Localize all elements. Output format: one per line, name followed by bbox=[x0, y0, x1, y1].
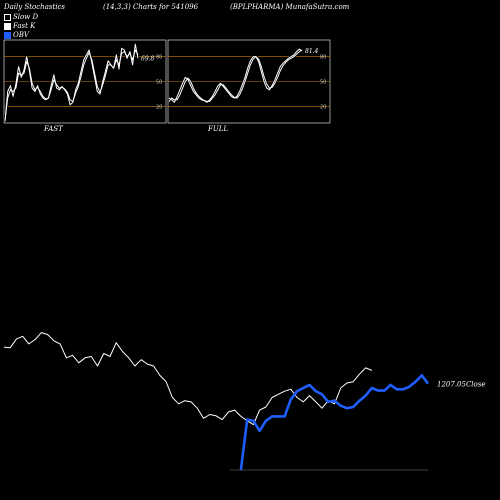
price-line bbox=[3, 332, 373, 426]
legend-swatch-obv bbox=[4, 32, 11, 39]
legend-item-obv: OBV bbox=[4, 31, 38, 40]
ytick-label-fast-20: 20 bbox=[156, 104, 162, 110]
legend: Slow D Fast K OBV bbox=[4, 13, 38, 40]
ytick-label-full-20: 20 bbox=[320, 104, 326, 110]
panel-label-fast: FAST bbox=[44, 125, 63, 133]
legend-swatch-fast bbox=[4, 23, 11, 30]
series-line-fast-1 bbox=[4, 49, 139, 121]
ytick-label-fast-80: 80 bbox=[156, 55, 162, 61]
close-value-label: 1207.05Close bbox=[437, 381, 486, 389]
ytick-label-full-80: 80 bbox=[320, 55, 326, 61]
end-value-label-full: 81.4 bbox=[305, 48, 319, 55]
legend-label-slow: Slow D bbox=[13, 13, 39, 21]
legend-label-fast: Fast K bbox=[13, 22, 36, 30]
end-value-label-fast: 69.8 bbox=[141, 55, 155, 62]
ytick-label-fast-50: 50 bbox=[156, 80, 162, 86]
obv-line bbox=[239, 374, 430, 471]
chart-title-left: Daily Stochastics bbox=[4, 3, 66, 11]
chart-title-center: (14,3,3) Charts for 541096 bbox=[103, 3, 199, 11]
legend-label-obv: OBV bbox=[13, 31, 29, 39]
legend-item-fast: Fast K bbox=[4, 22, 38, 31]
series-line-full-1 bbox=[168, 49, 303, 102]
chart-title-right: (BPLPHARMA) MunafaSutra.com bbox=[230, 3, 350, 11]
series-line-fast-0 bbox=[4, 43, 139, 122]
legend-swatch-slow bbox=[4, 14, 11, 21]
panel-label-full: FULL bbox=[208, 125, 229, 133]
legend-item-slow: Slow D bbox=[4, 13, 38, 22]
ytick-label-full-50: 50 bbox=[320, 80, 326, 86]
